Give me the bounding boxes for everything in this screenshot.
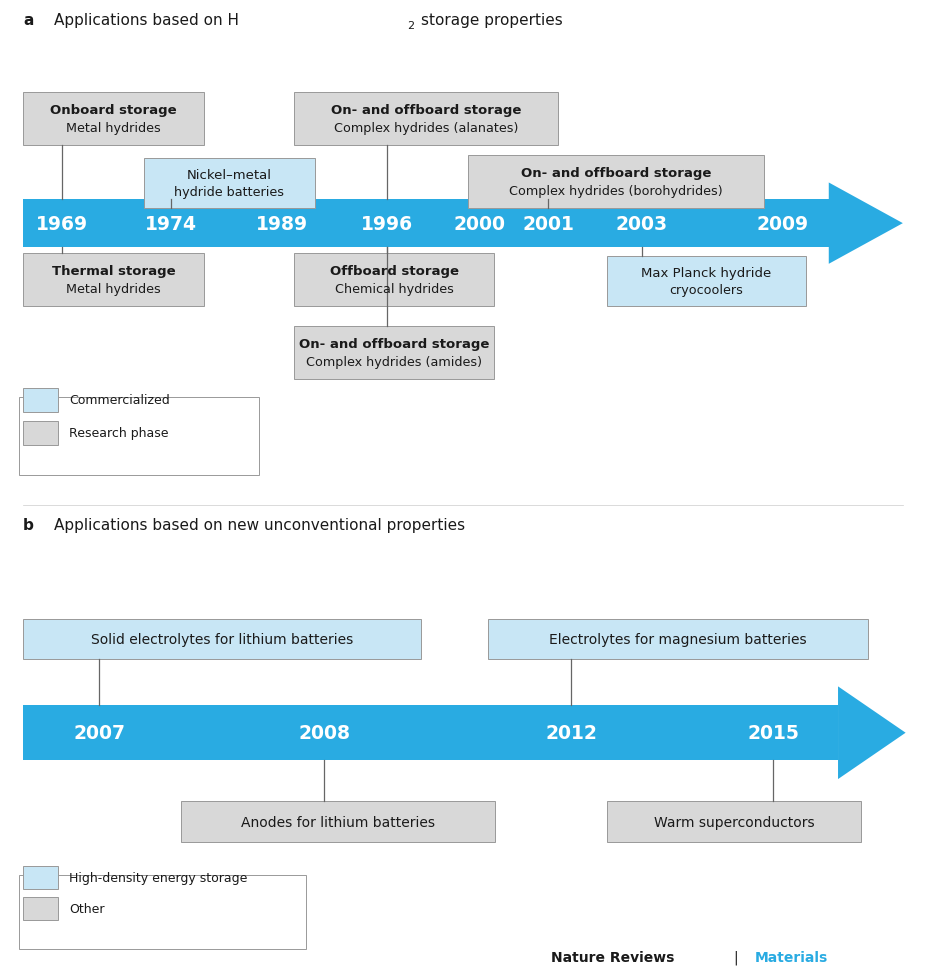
Text: 2015: 2015 — [747, 724, 799, 743]
FancyBboxPatch shape — [488, 619, 868, 659]
Point — [94, 654, 105, 665]
FancyBboxPatch shape — [23, 867, 58, 889]
Polygon shape — [838, 687, 906, 780]
Polygon shape — [829, 184, 903, 265]
Text: Complex hydrides (borohydrides): Complex hydrides (borohydrides) — [509, 185, 722, 198]
Point — [768, 754, 779, 766]
Point — [56, 242, 68, 254]
Text: On- and offboard storage: On- and offboard storage — [520, 167, 711, 180]
Text: Complex hydrides (alanates): Complex hydrides (alanates) — [334, 122, 519, 135]
Point — [382, 140, 393, 151]
FancyBboxPatch shape — [23, 254, 204, 307]
FancyBboxPatch shape — [23, 93, 204, 146]
FancyBboxPatch shape — [23, 619, 421, 659]
Text: Chemical hydrides: Chemical hydrides — [334, 283, 454, 296]
Text: Anodes for lithium batteries: Anodes for lithium batteries — [241, 815, 435, 828]
Text: Materials: Materials — [755, 950, 828, 963]
Point — [566, 654, 577, 665]
FancyBboxPatch shape — [19, 875, 306, 949]
Point — [768, 796, 779, 808]
Text: 2007: 2007 — [73, 724, 125, 743]
Point — [166, 203, 177, 215]
Point — [382, 248, 393, 260]
Text: 1969: 1969 — [36, 214, 88, 234]
Text: Metal hydrides: Metal hydrides — [66, 122, 161, 135]
Text: Applications based on new unconventional properties: Applications based on new unconventional… — [54, 518, 465, 532]
Point — [319, 754, 330, 766]
FancyBboxPatch shape — [23, 898, 58, 920]
FancyBboxPatch shape — [181, 802, 495, 842]
Text: Onboard storage: Onboard storage — [50, 104, 177, 117]
FancyBboxPatch shape — [23, 421, 58, 446]
FancyBboxPatch shape — [607, 257, 806, 307]
Point — [382, 242, 393, 254]
Text: On- and offboard storage: On- and offboard storage — [332, 104, 521, 117]
Text: 2001: 2001 — [522, 214, 574, 234]
Text: Max Planck hydride: Max Planck hydride — [641, 267, 771, 279]
Text: storage properties: storage properties — [421, 13, 563, 27]
Text: 1989: 1989 — [257, 214, 308, 234]
Text: 2012: 2012 — [545, 724, 597, 743]
Text: Thermal storage: Thermal storage — [52, 265, 175, 278]
Point — [566, 700, 577, 711]
Point — [636, 242, 647, 254]
FancyBboxPatch shape — [294, 327, 494, 380]
Polygon shape — [23, 200, 829, 248]
FancyBboxPatch shape — [294, 93, 558, 146]
Point — [382, 242, 393, 254]
Text: High-density energy storage: High-density energy storage — [69, 871, 248, 884]
Text: Research phase: Research phase — [69, 427, 169, 440]
Text: Solid electrolytes for lithium batteries: Solid electrolytes for lithium batteries — [91, 632, 354, 647]
Text: |: | — [733, 950, 738, 963]
Text: 2008: 2008 — [298, 724, 350, 743]
Text: 2: 2 — [407, 21, 415, 31]
Point — [56, 194, 68, 206]
Point — [56, 140, 68, 151]
FancyBboxPatch shape — [19, 398, 259, 476]
Point — [543, 203, 554, 215]
Point — [382, 321, 393, 333]
Text: 2000: 2000 — [454, 214, 506, 234]
Text: 1974: 1974 — [145, 214, 197, 234]
Polygon shape — [23, 705, 838, 760]
Text: Commercialized: Commercialized — [69, 394, 170, 407]
Text: Complex hydrides (amides): Complex hydrides (amides) — [306, 356, 482, 369]
Text: Other: Other — [69, 903, 105, 915]
Text: 1996: 1996 — [361, 214, 413, 234]
Text: cryocoolers: cryocoolers — [669, 284, 743, 297]
Text: On- and offboard storage: On- and offboard storage — [299, 338, 489, 351]
Point — [636, 251, 647, 263]
Text: Electrolytes for magnesium batteries: Electrolytes for magnesium batteries — [549, 632, 807, 647]
Text: Metal hydrides: Metal hydrides — [66, 283, 161, 296]
Text: 2009: 2009 — [757, 214, 808, 234]
FancyBboxPatch shape — [294, 254, 494, 307]
Point — [319, 796, 330, 808]
Text: Warm superconductors: Warm superconductors — [654, 815, 814, 828]
Point — [166, 194, 177, 206]
Text: b: b — [23, 518, 34, 532]
Text: 2003: 2003 — [616, 214, 668, 234]
FancyBboxPatch shape — [607, 802, 861, 842]
Text: Nature Reviews: Nature Reviews — [551, 950, 674, 963]
FancyBboxPatch shape — [144, 158, 315, 209]
Text: Nickel–metal: Nickel–metal — [187, 169, 271, 182]
Point — [543, 194, 554, 206]
Point — [382, 194, 393, 206]
FancyBboxPatch shape — [468, 156, 764, 209]
Text: a: a — [23, 13, 33, 27]
Text: Applications based on H: Applications based on H — [54, 13, 239, 27]
Text: Offboard storage: Offboard storage — [330, 265, 458, 278]
Point — [94, 700, 105, 711]
Text: hydride batteries: hydride batteries — [174, 186, 284, 198]
FancyBboxPatch shape — [23, 389, 58, 412]
Point — [56, 248, 68, 260]
